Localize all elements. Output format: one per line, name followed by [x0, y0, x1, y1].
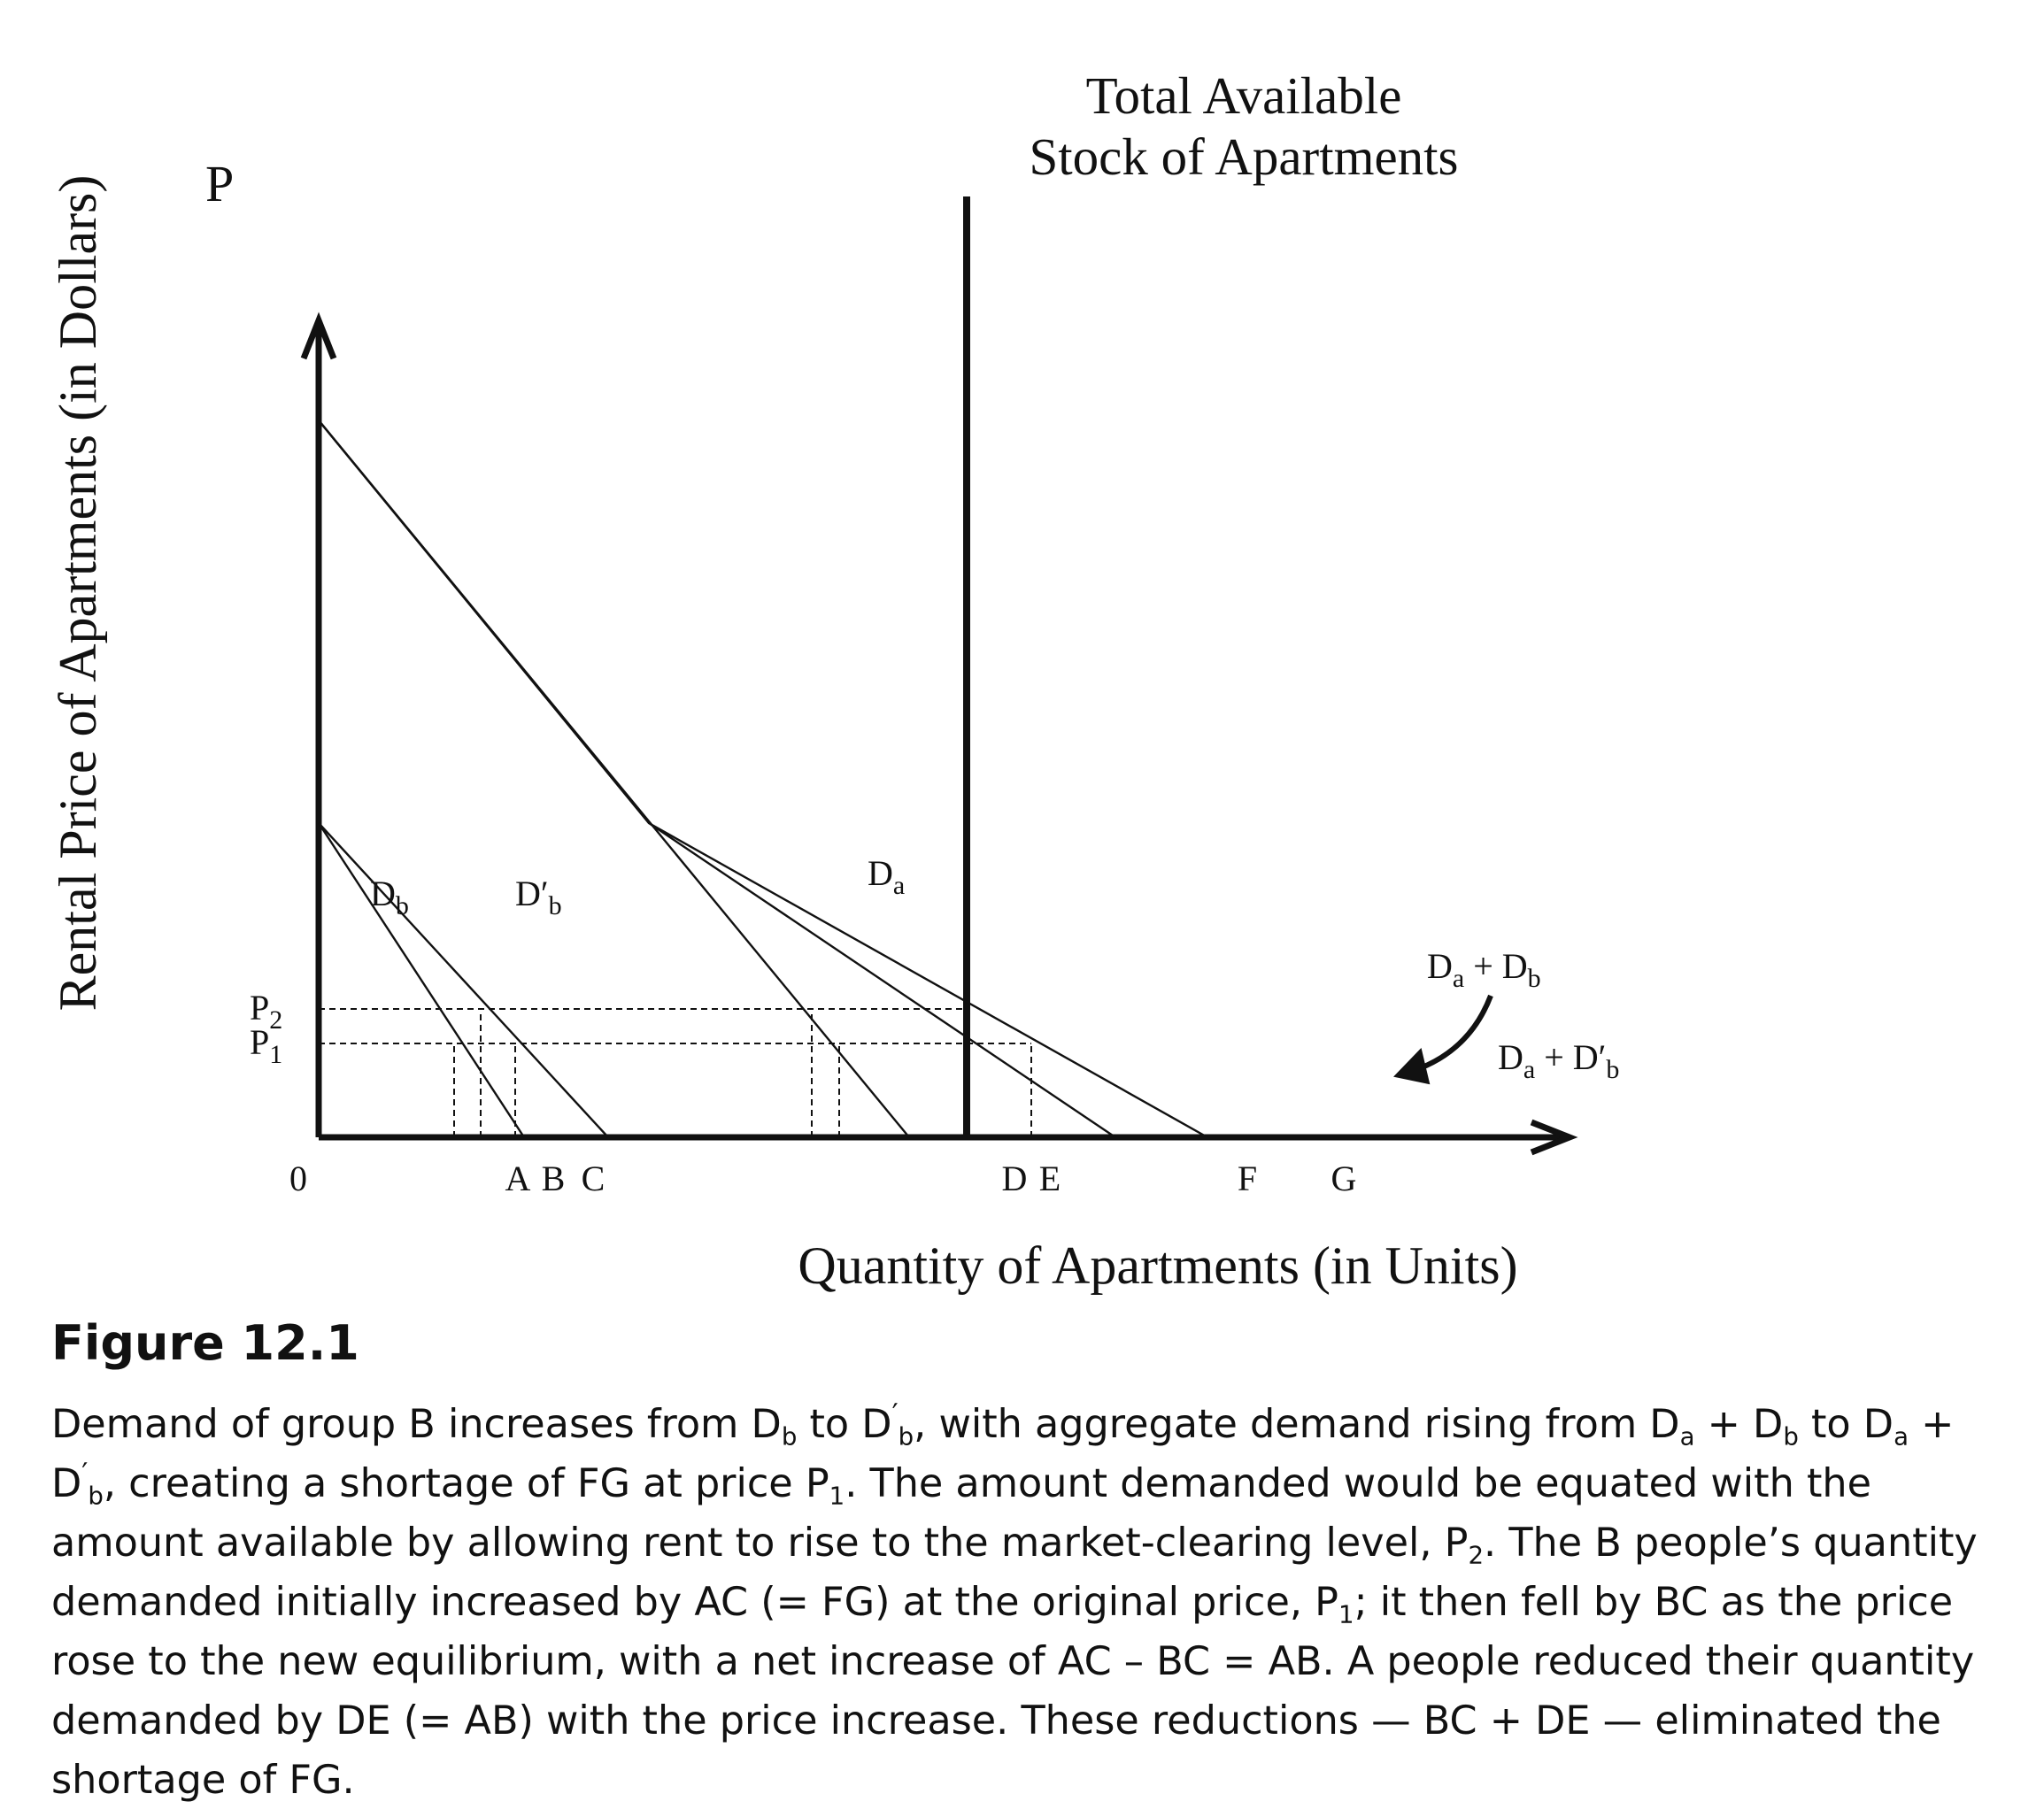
demand-line-1	[317, 822, 526, 1138]
stock-label-line-2: Stock of Apartments	[1029, 127, 1458, 186]
guide-lines	[319, 1008, 1032, 1137]
series-label-5: Da + D′b	[1498, 1037, 1619, 1084]
y-axis-symbol: P	[205, 155, 234, 212]
series-label-4: Da + Db	[1427, 946, 1541, 993]
x-marker-F: F	[1238, 1159, 1257, 1198]
x-marker-C: C	[582, 1159, 605, 1198]
figure-title: Figure 12.1	[51, 1315, 359, 1371]
series-label-2: D′b	[515, 874, 562, 920]
x-marker-B: B	[542, 1159, 566, 1198]
x-axis-arrowhead	[1530, 1119, 1578, 1156]
y-axis-arrowhead	[300, 312, 337, 360]
x-axis-label: Quantity of Apartments (in Units)	[798, 1236, 1517, 1295]
demand-series	[317, 196, 1208, 1139]
x-marker-G: G	[1331, 1159, 1357, 1198]
x-marker-D: D	[1002, 1159, 1028, 1198]
series-label-1: Db	[370, 874, 409, 920]
series-label-3: Da	[868, 853, 905, 900]
origin-label: 0	[289, 1159, 307, 1198]
y-marker-P2: P2	[250, 988, 282, 1035]
axes	[300, 312, 1578, 1156]
x-marker-E: E	[1039, 1159, 1061, 1198]
y-axis-label: Rental Price of Apartments (in Dollars)	[49, 175, 107, 1012]
label-arrowhead	[1393, 1047, 1431, 1085]
label-arrow	[1412, 994, 1493, 1074]
figure-caption: Demand of group B increases from Db to D…	[51, 1398, 1978, 1803]
demand-line-4	[318, 420, 1116, 1138]
x-marker-A: A	[505, 1159, 531, 1198]
y-marker-P1: P1	[250, 1022, 282, 1069]
stock-label-line-1: Total Available	[1086, 66, 1402, 125]
demand-line-5	[318, 420, 1208, 1139]
demand-line-2	[318, 822, 609, 1138]
